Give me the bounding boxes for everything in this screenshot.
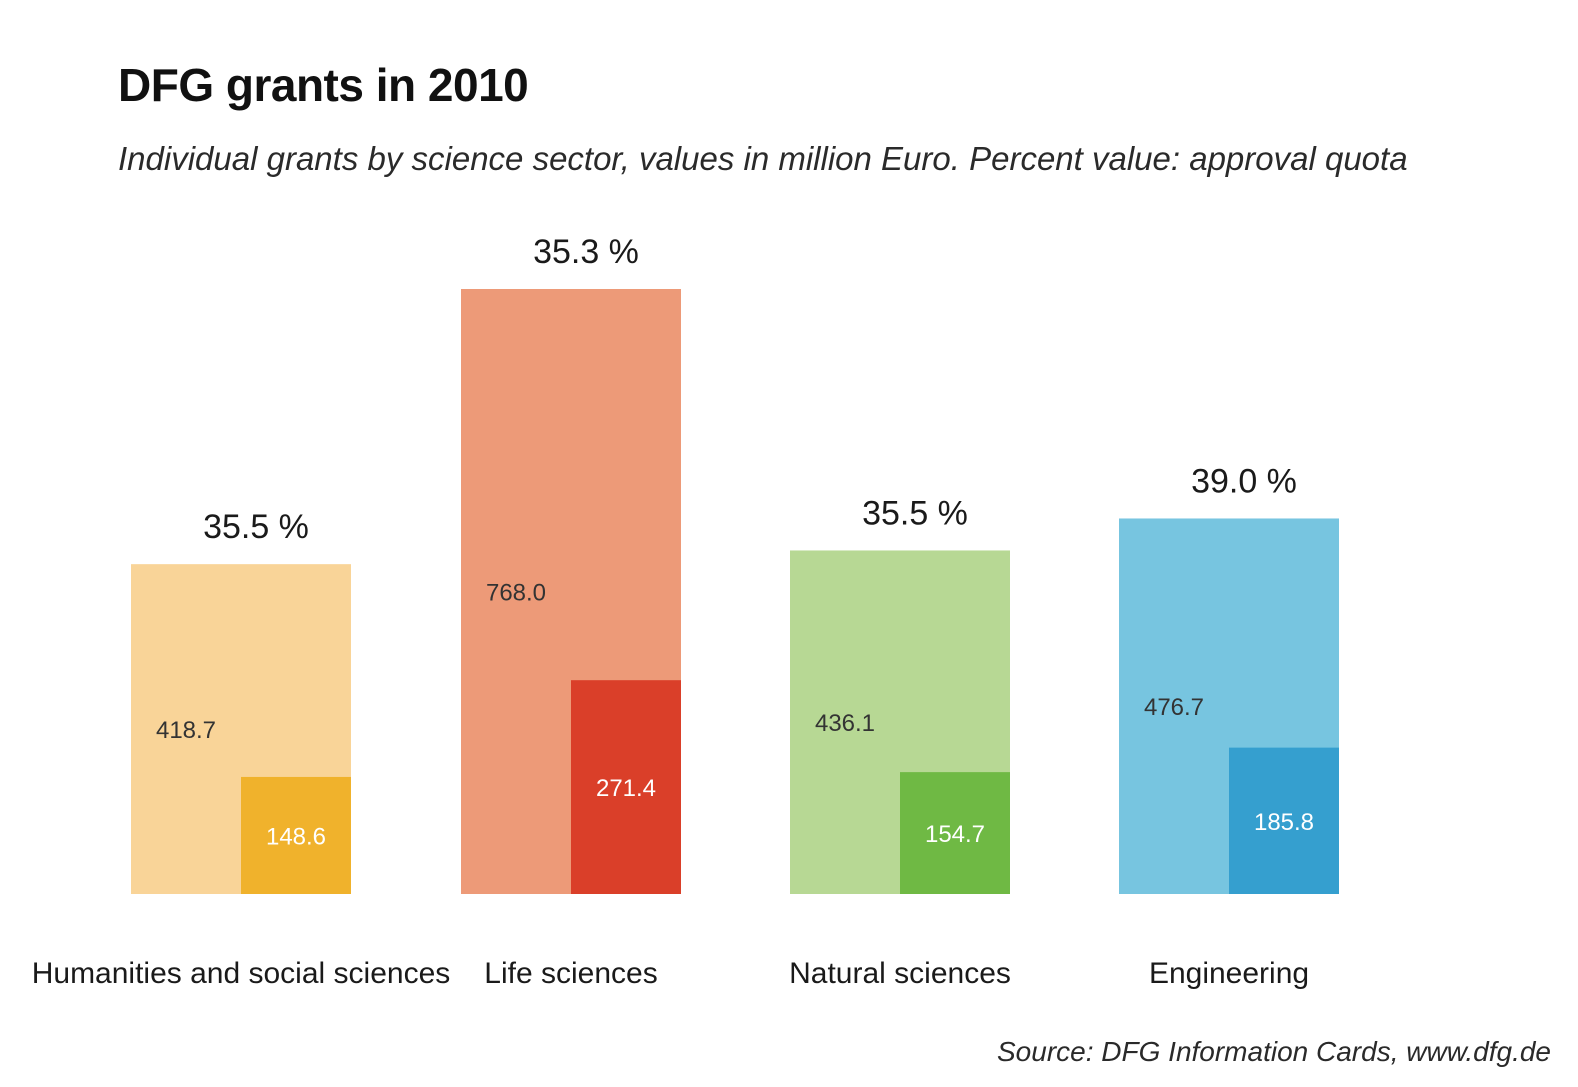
data-label-total: 768.0: [486, 580, 546, 607]
data-label-approved: 271.4: [596, 775, 656, 802]
source-note: Source: DFG Information Cards, www.dfg.d…: [997, 1036, 1551, 1067]
approval-quota-label: 35.5 %: [862, 494, 968, 532]
chart-subtitle: Individual grants by science sector, val…: [118, 140, 1408, 177]
data-label-total: 476.7: [1144, 694, 1204, 721]
bar-approved: [1229, 747, 1339, 894]
bar-approved: [900, 772, 1010, 894]
chart-title: DFG grants in 2010: [118, 59, 529, 111]
data-label-total: 436.1: [815, 710, 875, 737]
category-label: Humanities and social sciences: [32, 957, 451, 990]
bar-approved: [571, 680, 681, 894]
data-label-approved: 148.6: [266, 823, 326, 850]
bar-approved: [241, 776, 351, 894]
approval-quota-label: 39.0 %: [1191, 462, 1297, 500]
data-label-approved: 185.8: [1254, 809, 1314, 836]
category-label: Natural sciences: [789, 957, 1011, 990]
data-label-approved: 154.7: [925, 821, 985, 848]
approval-quota-label: 35.5 %: [203, 508, 309, 546]
category-label: Life sciences: [484, 957, 657, 990]
data-label-total: 418.7: [156, 717, 216, 744]
approval-quota-label: 35.3 %: [533, 233, 639, 271]
category-label: Engineering: [1149, 957, 1309, 990]
